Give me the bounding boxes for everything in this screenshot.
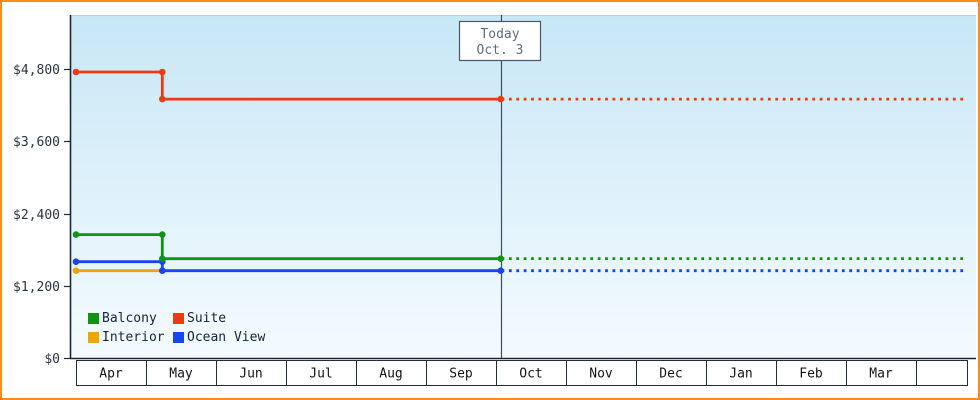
data-point-suite <box>72 68 80 76</box>
legend-item-suite[interactable]: Suite <box>173 311 265 326</box>
month-label-mar: Mar <box>869 367 893 382</box>
month-label-nov: Nov <box>589 367 613 382</box>
month-cell-oct <box>496 360 567 386</box>
data-point-ocean-view <box>72 258 80 266</box>
month-label-dec: Dec <box>659 367 682 382</box>
month-label-jul: Jul <box>309 367 332 382</box>
data-point-suite <box>497 95 505 103</box>
legend-item-interior[interactable]: Interior <box>88 330 173 345</box>
data-point-balcony <box>159 255 166 262</box>
month-label-jun: Jun <box>239 367 262 382</box>
data-point-ocean-view <box>159 267 166 275</box>
data-point-interior <box>72 267 80 275</box>
chart-layers: $0 $1,200 $2,400 $3,600 $4,800 Apr May Jun Jul Au… <box>13 15 976 386</box>
today-label-line2: Oct. 3 <box>477 43 524 58</box>
data-point-ocean-view <box>497 267 505 275</box>
chart-legend: Balcony Suite Interior Ocean View <box>88 311 265 345</box>
suite-color-swatch <box>173 313 184 324</box>
month-label-oct: Oct <box>519 367 542 382</box>
y-tick-label: $4,800 <box>13 63 60 78</box>
month-label-jan: Jan <box>729 367 752 382</box>
series-line-suite <box>76 70 501 101</box>
y-tick-label: $1,200 <box>13 280 60 295</box>
legend-label-interior: Interior <box>102 330 165 345</box>
y-tick-label: $2,400 <box>13 208 60 223</box>
today-label-line1: Today <box>480 27 519 42</box>
month-label-aug: Aug <box>379 367 402 382</box>
today-box-background <box>458 20 542 62</box>
legend-label-ocean-view: Ocean View <box>187 330 266 345</box>
y-tick-label: $3,600 <box>13 135 60 150</box>
data-point-balcony <box>159 231 166 238</box>
data-point-suite <box>159 68 166 76</box>
legend-label-balcony: Balcony <box>102 311 157 326</box>
data-point-balcony <box>497 255 505 262</box>
month-cell-feb <box>776 360 847 386</box>
y-tick-label: $0 <box>44 352 60 367</box>
series-line-balcony <box>76 233 501 261</box>
interior-color-swatch <box>88 332 99 343</box>
today-label-box: Today Oct. 3 <box>458 20 542 62</box>
month-label-feb: Feb <box>799 367 823 382</box>
month-label-sep: Sep <box>449 367 473 382</box>
month-cell-dec <box>636 360 707 386</box>
month-cell-partial <box>916 360 968 386</box>
balcony-color-swatch <box>88 313 99 324</box>
month-label-apr: Apr <box>99 367 123 382</box>
data-point-suite <box>159 95 166 103</box>
month-label-may: May <box>169 367 193 382</box>
series-line-ocean-view <box>76 260 501 273</box>
data-point-balcony <box>72 231 80 238</box>
legend-item-balcony[interactable]: Balcony <box>88 311 173 326</box>
month-cell-sep <box>426 360 497 386</box>
ocean-view-color-swatch <box>173 332 184 343</box>
legend-label-suite: Suite <box>187 311 227 326</box>
plot-background <box>70 15 976 358</box>
legend-item-ocean-view[interactable]: Ocean View <box>173 330 265 345</box>
